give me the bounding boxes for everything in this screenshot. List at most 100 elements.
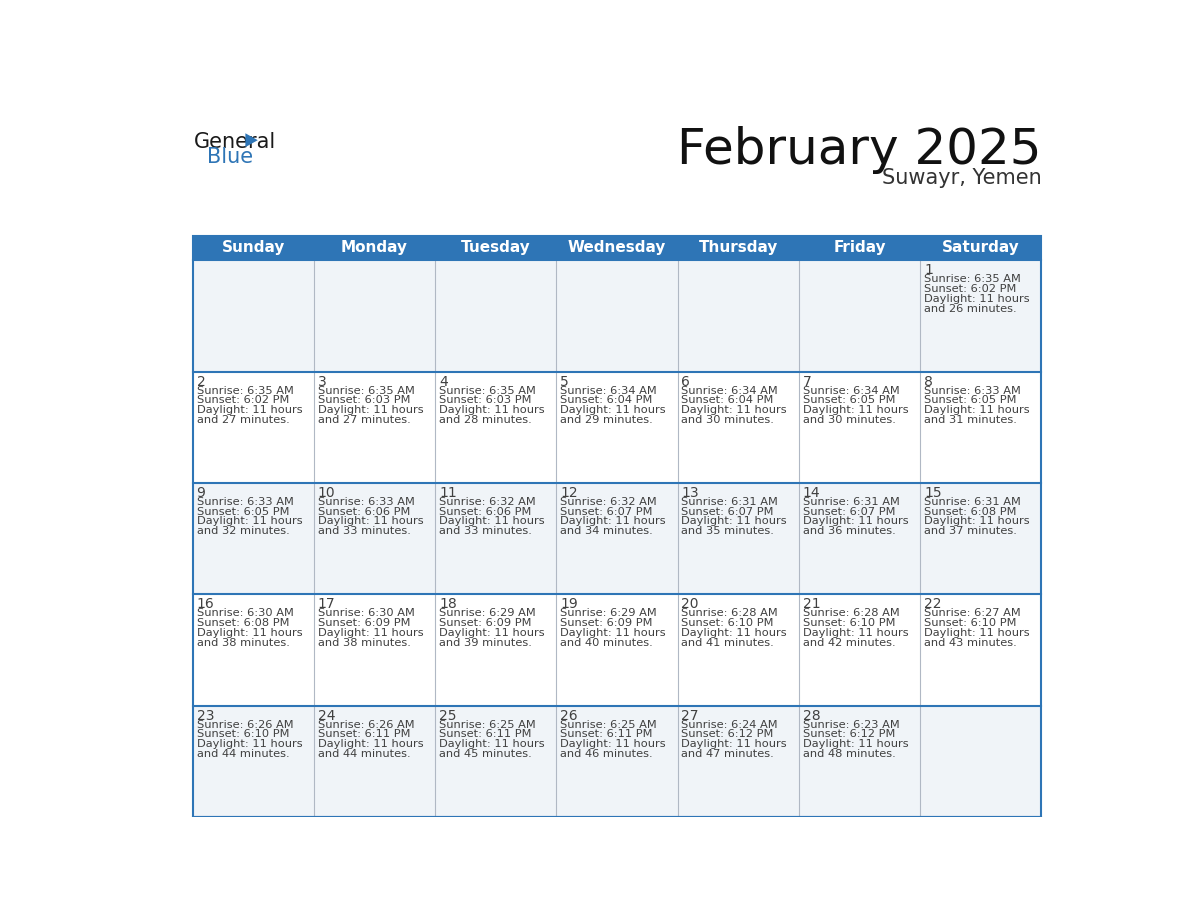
Text: Sunset: 6:05 PM: Sunset: 6:05 PM: [196, 507, 289, 517]
Text: Sunset: 6:02 PM: Sunset: 6:02 PM: [924, 284, 1016, 294]
Text: 27: 27: [682, 709, 699, 722]
Text: 15: 15: [924, 486, 942, 500]
Text: and 33 minutes.: and 33 minutes.: [440, 526, 532, 536]
Text: Daylight: 11 hours: Daylight: 11 hours: [317, 517, 423, 526]
Text: Sunrise: 6:34 AM: Sunrise: 6:34 AM: [682, 386, 778, 396]
Text: 3: 3: [317, 375, 327, 388]
Text: 23: 23: [196, 709, 214, 722]
Text: Daylight: 11 hours: Daylight: 11 hours: [682, 739, 788, 749]
Text: and 27 minutes.: and 27 minutes.: [317, 415, 411, 425]
Text: Daylight: 11 hours: Daylight: 11 hours: [803, 405, 909, 415]
Text: and 30 minutes.: and 30 minutes.: [803, 415, 896, 425]
Text: Sunrise: 6:35 AM: Sunrise: 6:35 AM: [440, 386, 536, 396]
Text: Tuesday: Tuesday: [461, 241, 531, 255]
Text: and 39 minutes.: and 39 minutes.: [440, 638, 532, 647]
Text: Sunrise: 6:32 AM: Sunrise: 6:32 AM: [440, 497, 536, 507]
Text: Sunrise: 6:27 AM: Sunrise: 6:27 AM: [924, 609, 1020, 618]
Text: and 37 minutes.: and 37 minutes.: [924, 526, 1017, 536]
Bar: [192, 706, 1042, 817]
Text: 28: 28: [803, 709, 821, 722]
Text: Sunrise: 6:25 AM: Sunrise: 6:25 AM: [561, 720, 657, 730]
Text: and 26 minutes.: and 26 minutes.: [924, 304, 1017, 314]
Text: Sunrise: 6:24 AM: Sunrise: 6:24 AM: [682, 720, 778, 730]
Text: Sunrise: 6:25 AM: Sunrise: 6:25 AM: [440, 720, 536, 730]
Text: 4: 4: [440, 375, 448, 388]
Text: and 44 minutes.: and 44 minutes.: [317, 749, 410, 759]
Text: Daylight: 11 hours: Daylight: 11 hours: [440, 628, 544, 638]
Polygon shape: [246, 133, 258, 147]
Text: Sunset: 6:07 PM: Sunset: 6:07 PM: [803, 507, 896, 517]
Text: and 43 minutes.: and 43 minutes.: [924, 638, 1017, 647]
Text: Thursday: Thursday: [699, 241, 778, 255]
Text: Sunrise: 6:33 AM: Sunrise: 6:33 AM: [196, 497, 293, 507]
Text: 2: 2: [196, 375, 206, 388]
Text: Sunset: 6:10 PM: Sunset: 6:10 PM: [924, 618, 1017, 628]
Text: Sunrise: 6:34 AM: Sunrise: 6:34 AM: [561, 386, 657, 396]
Text: Sunset: 6:06 PM: Sunset: 6:06 PM: [317, 507, 410, 517]
Text: Daylight: 11 hours: Daylight: 11 hours: [803, 517, 909, 526]
Text: Daylight: 11 hours: Daylight: 11 hours: [924, 517, 1030, 526]
Text: Sunrise: 6:32 AM: Sunrise: 6:32 AM: [561, 497, 657, 507]
Text: Sunrise: 6:35 AM: Sunrise: 6:35 AM: [317, 386, 415, 396]
Text: Saturday: Saturday: [942, 241, 1019, 255]
Text: Sunrise: 6:34 AM: Sunrise: 6:34 AM: [803, 386, 899, 396]
Text: Blue: Blue: [207, 147, 253, 167]
Text: February 2025: February 2025: [677, 126, 1042, 174]
Text: Sunset: 6:12 PM: Sunset: 6:12 PM: [682, 729, 773, 739]
Text: Sunday: Sunday: [222, 241, 285, 255]
Text: Daylight: 11 hours: Daylight: 11 hours: [440, 739, 544, 749]
Text: and 27 minutes.: and 27 minutes.: [196, 415, 290, 425]
Text: 19: 19: [561, 598, 579, 611]
Text: Sunset: 6:03 PM: Sunset: 6:03 PM: [317, 396, 410, 406]
Text: Sunset: 6:11 PM: Sunset: 6:11 PM: [561, 729, 652, 739]
Text: Sunrise: 6:30 AM: Sunrise: 6:30 AM: [317, 609, 415, 618]
Text: and 42 minutes.: and 42 minutes.: [803, 638, 896, 647]
Text: Daylight: 11 hours: Daylight: 11 hours: [924, 294, 1030, 304]
Text: Daylight: 11 hours: Daylight: 11 hours: [317, 628, 423, 638]
Text: Daylight: 11 hours: Daylight: 11 hours: [196, 628, 302, 638]
Text: 24: 24: [317, 709, 335, 722]
Text: and 45 minutes.: and 45 minutes.: [440, 749, 532, 759]
Text: and 40 minutes.: and 40 minutes.: [561, 638, 653, 647]
Text: and 30 minutes.: and 30 minutes.: [682, 415, 775, 425]
Text: Daylight: 11 hours: Daylight: 11 hours: [561, 739, 665, 749]
Text: Sunrise: 6:28 AM: Sunrise: 6:28 AM: [682, 609, 778, 618]
Text: Daylight: 11 hours: Daylight: 11 hours: [924, 405, 1030, 415]
Bar: [192, 594, 1042, 706]
Text: Daylight: 11 hours: Daylight: 11 hours: [317, 739, 423, 749]
Text: Sunset: 6:06 PM: Sunset: 6:06 PM: [440, 507, 531, 517]
Text: Sunset: 6:02 PM: Sunset: 6:02 PM: [196, 396, 289, 406]
Text: Sunrise: 6:31 AM: Sunrise: 6:31 AM: [682, 497, 778, 507]
Text: and 48 minutes.: and 48 minutes.: [803, 749, 896, 759]
Text: 14: 14: [803, 486, 821, 500]
Text: Sunset: 6:12 PM: Sunset: 6:12 PM: [803, 729, 895, 739]
Bar: [192, 236, 1042, 261]
Text: Sunset: 6:10 PM: Sunset: 6:10 PM: [682, 618, 773, 628]
Text: and 38 minutes.: and 38 minutes.: [317, 638, 411, 647]
Text: and 46 minutes.: and 46 minutes.: [561, 749, 653, 759]
Text: 1: 1: [924, 263, 933, 277]
Text: Daylight: 11 hours: Daylight: 11 hours: [196, 405, 302, 415]
Text: Sunrise: 6:28 AM: Sunrise: 6:28 AM: [803, 609, 899, 618]
Text: 22: 22: [924, 598, 941, 611]
Text: and 36 minutes.: and 36 minutes.: [803, 526, 896, 536]
Text: Sunrise: 6:35 AM: Sunrise: 6:35 AM: [196, 386, 293, 396]
Text: Sunrise: 6:29 AM: Sunrise: 6:29 AM: [440, 609, 536, 618]
Text: and 44 minutes.: and 44 minutes.: [196, 749, 289, 759]
Text: Sunset: 6:04 PM: Sunset: 6:04 PM: [682, 396, 773, 406]
Text: 6: 6: [682, 375, 690, 388]
Text: 18: 18: [440, 598, 456, 611]
Text: Daylight: 11 hours: Daylight: 11 hours: [196, 739, 302, 749]
Text: Sunset: 6:11 PM: Sunset: 6:11 PM: [317, 729, 410, 739]
Text: and 47 minutes.: and 47 minutes.: [682, 749, 775, 759]
Text: Sunset: 6:05 PM: Sunset: 6:05 PM: [803, 396, 896, 406]
Text: Daylight: 11 hours: Daylight: 11 hours: [682, 517, 788, 526]
Text: Sunset: 6:05 PM: Sunset: 6:05 PM: [924, 396, 1017, 406]
Text: 12: 12: [561, 486, 577, 500]
Text: and 28 minutes.: and 28 minutes.: [440, 415, 532, 425]
Text: Daylight: 11 hours: Daylight: 11 hours: [561, 517, 665, 526]
Text: and 38 minutes.: and 38 minutes.: [196, 638, 290, 647]
Text: and 34 minutes.: and 34 minutes.: [561, 526, 653, 536]
Text: 21: 21: [803, 598, 821, 611]
Text: Sunrise: 6:30 AM: Sunrise: 6:30 AM: [196, 609, 293, 618]
